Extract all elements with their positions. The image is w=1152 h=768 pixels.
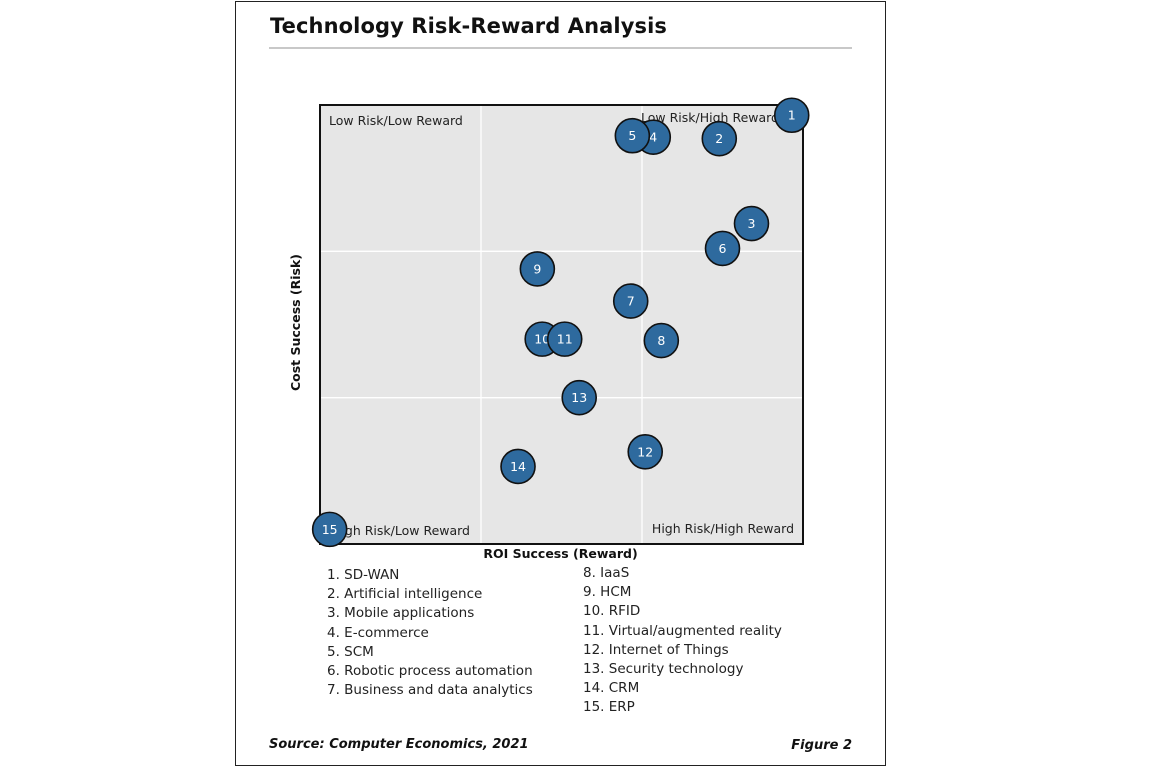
legend-item: 12. Internet of Things [583, 641, 729, 658]
data-point-marker [733, 205, 770, 242]
data-point-15: 15 [311, 511, 348, 548]
data-point-12: 12 [627, 434, 664, 470]
figure-frame: Technology Risk-Reward Analysis Low Risk… [235, 1, 886, 766]
data-point-marker [519, 251, 556, 287]
data-point-marker [614, 117, 651, 154]
legend-item: 9. HCM [583, 584, 632, 601]
legend-item: 8. IaaS [583, 565, 630, 581]
data-point-label: 10 [534, 332, 550, 347]
data-point-11: 11 [546, 321, 583, 357]
data-point-marker [311, 511, 348, 548]
legend-item: 4. E-commerce [327, 624, 429, 641]
legend-item: 14. CRM [583, 680, 640, 697]
legend-item: 6. Robotic process automation [327, 663, 533, 680]
legend-right: 8. IaaS 9. HCM 10. RFID 11. Virtual/augment… [583, 564, 782, 718]
data-point-label: 1 [788, 108, 796, 123]
data-point-1: 1 [773, 97, 810, 134]
data-point-marker [773, 97, 810, 134]
data-point-label: 12 [637, 444, 653, 459]
legend-item: 5. SCM [327, 643, 374, 660]
data-point-13: 13 [561, 379, 598, 416]
data-point-label: 3 [748, 216, 756, 231]
legend-item: 1. SD-WAN [327, 567, 400, 583]
data-point-label: 8 [657, 333, 665, 348]
data-point-9: 9 [519, 251, 556, 287]
quadrant-label-bottom-right: High Risk/High Reward [652, 521, 794, 536]
risk-reward-chart: Low Risk/Low Reward Low Risk/High Reward H… [288, 97, 810, 561]
legend-item: 13. Security technology [583, 661, 744, 678]
data-point-label: 4 [649, 130, 657, 145]
chart-title: Technology Risk-Reward Analysis [270, 14, 668, 38]
quadrant-label-top-right: Low Risk/High Reward [641, 110, 779, 125]
data-point-label: 2 [715, 131, 723, 146]
data-point-marker [500, 448, 536, 485]
y-axis-label: Cost Success (Risk) [288, 254, 303, 391]
data-point-label: 13 [571, 390, 587, 405]
legend-item: 2. Artificial intelligence [327, 586, 483, 603]
legend-item: 7. Business and data analytics [327, 682, 533, 699]
data-point-marker [701, 120, 738, 157]
legend-item: 3. Mobile applications [327, 605, 475, 622]
source-note: Source: Computer Economics, 2021 [269, 737, 529, 752]
data-point-marker [643, 322, 680, 359]
data-point-8: 8 [643, 322, 680, 359]
data-point-14: 14 [500, 448, 536, 485]
data-point-label: 11 [557, 332, 573, 347]
legend-item: 10. RFID [583, 603, 641, 620]
legend-left: 1. SD-WAN 2. Artificial intelligence 3. Mo… [327, 566, 533, 700]
data-point-2: 2 [701, 120, 738, 157]
data-point-label: 7 [627, 294, 635, 309]
data-point-label: 14 [510, 459, 526, 474]
data-point-7: 7 [612, 283, 649, 319]
data-point-5: 5 [614, 117, 651, 154]
figure-number: Figure 2 [791, 738, 852, 753]
data-point-marker [627, 434, 664, 470]
legend-item: 11. Virtual/augmented reality [583, 622, 782, 639]
data-point-label: 15 [322, 522, 338, 537]
data-point-6: 6 [704, 230, 741, 267]
data-point-marker [546, 321, 583, 357]
plot-border [319, 104, 804, 545]
data-point-marker [704, 230, 741, 267]
quadrant-label-top-left: Low Risk/Low Reward [329, 113, 463, 128]
data-point-label: 9 [533, 261, 541, 276]
data-point-label: 6 [719, 241, 727, 256]
quadrant-label-bottom-left: High Risk/Low Reward [332, 523, 470, 538]
legend-item: 15. ERP [583, 699, 635, 716]
data-point-marker [612, 283, 649, 319]
title-divider [269, 47, 852, 49]
data-point-label: 5 [628, 128, 636, 143]
data-point-marker [561, 379, 598, 416]
x-axis-label: ROI Success (Reward) [483, 546, 637, 561]
data-point-3: 3 [733, 205, 770, 242]
